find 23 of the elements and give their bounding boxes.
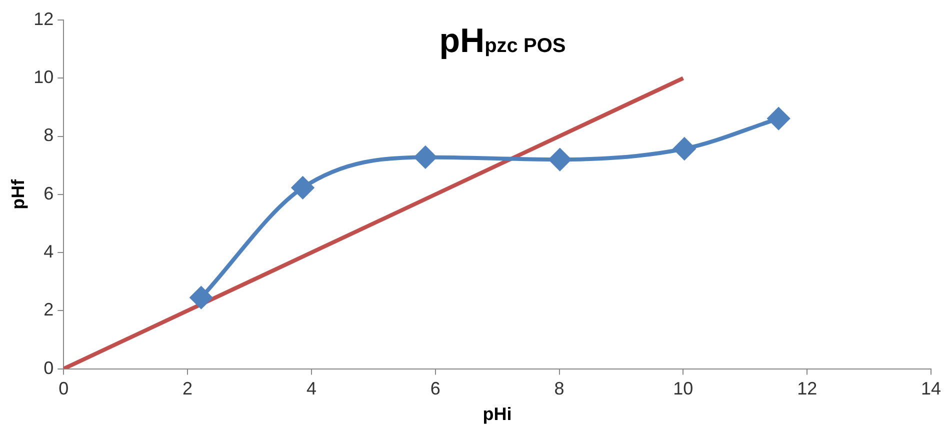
y-tick-label: 0 <box>44 358 54 378</box>
y-tick-label: 12 <box>34 8 54 29</box>
y-tick-label: 4 <box>44 242 54 262</box>
x-tick-label: 8 <box>554 378 564 399</box>
x-tick-label: 2 <box>182 378 193 399</box>
x-tick-label: 14 <box>920 378 942 399</box>
point <box>673 138 696 160</box>
x-tick-label: 0 <box>58 378 69 399</box>
x-tick-label: 10 <box>673 378 694 399</box>
point <box>548 148 571 171</box>
point <box>190 286 212 309</box>
point <box>768 108 790 130</box>
point <box>414 146 436 168</box>
y-tick-label: 10 <box>34 67 54 88</box>
y-axis-title: pHf <box>8 178 28 210</box>
x-tick-label: 4 <box>306 378 316 399</box>
point <box>292 176 314 199</box>
x-tick-label: 12 <box>797 378 818 399</box>
y-tick-label: 6 <box>44 183 54 204</box>
y-tick-label: 2 <box>44 300 54 320</box>
y-tick-label: 8 <box>44 125 54 146</box>
x-tick-label: 6 <box>430 378 440 399</box>
x-axis-title: pHi <box>482 404 512 424</box>
